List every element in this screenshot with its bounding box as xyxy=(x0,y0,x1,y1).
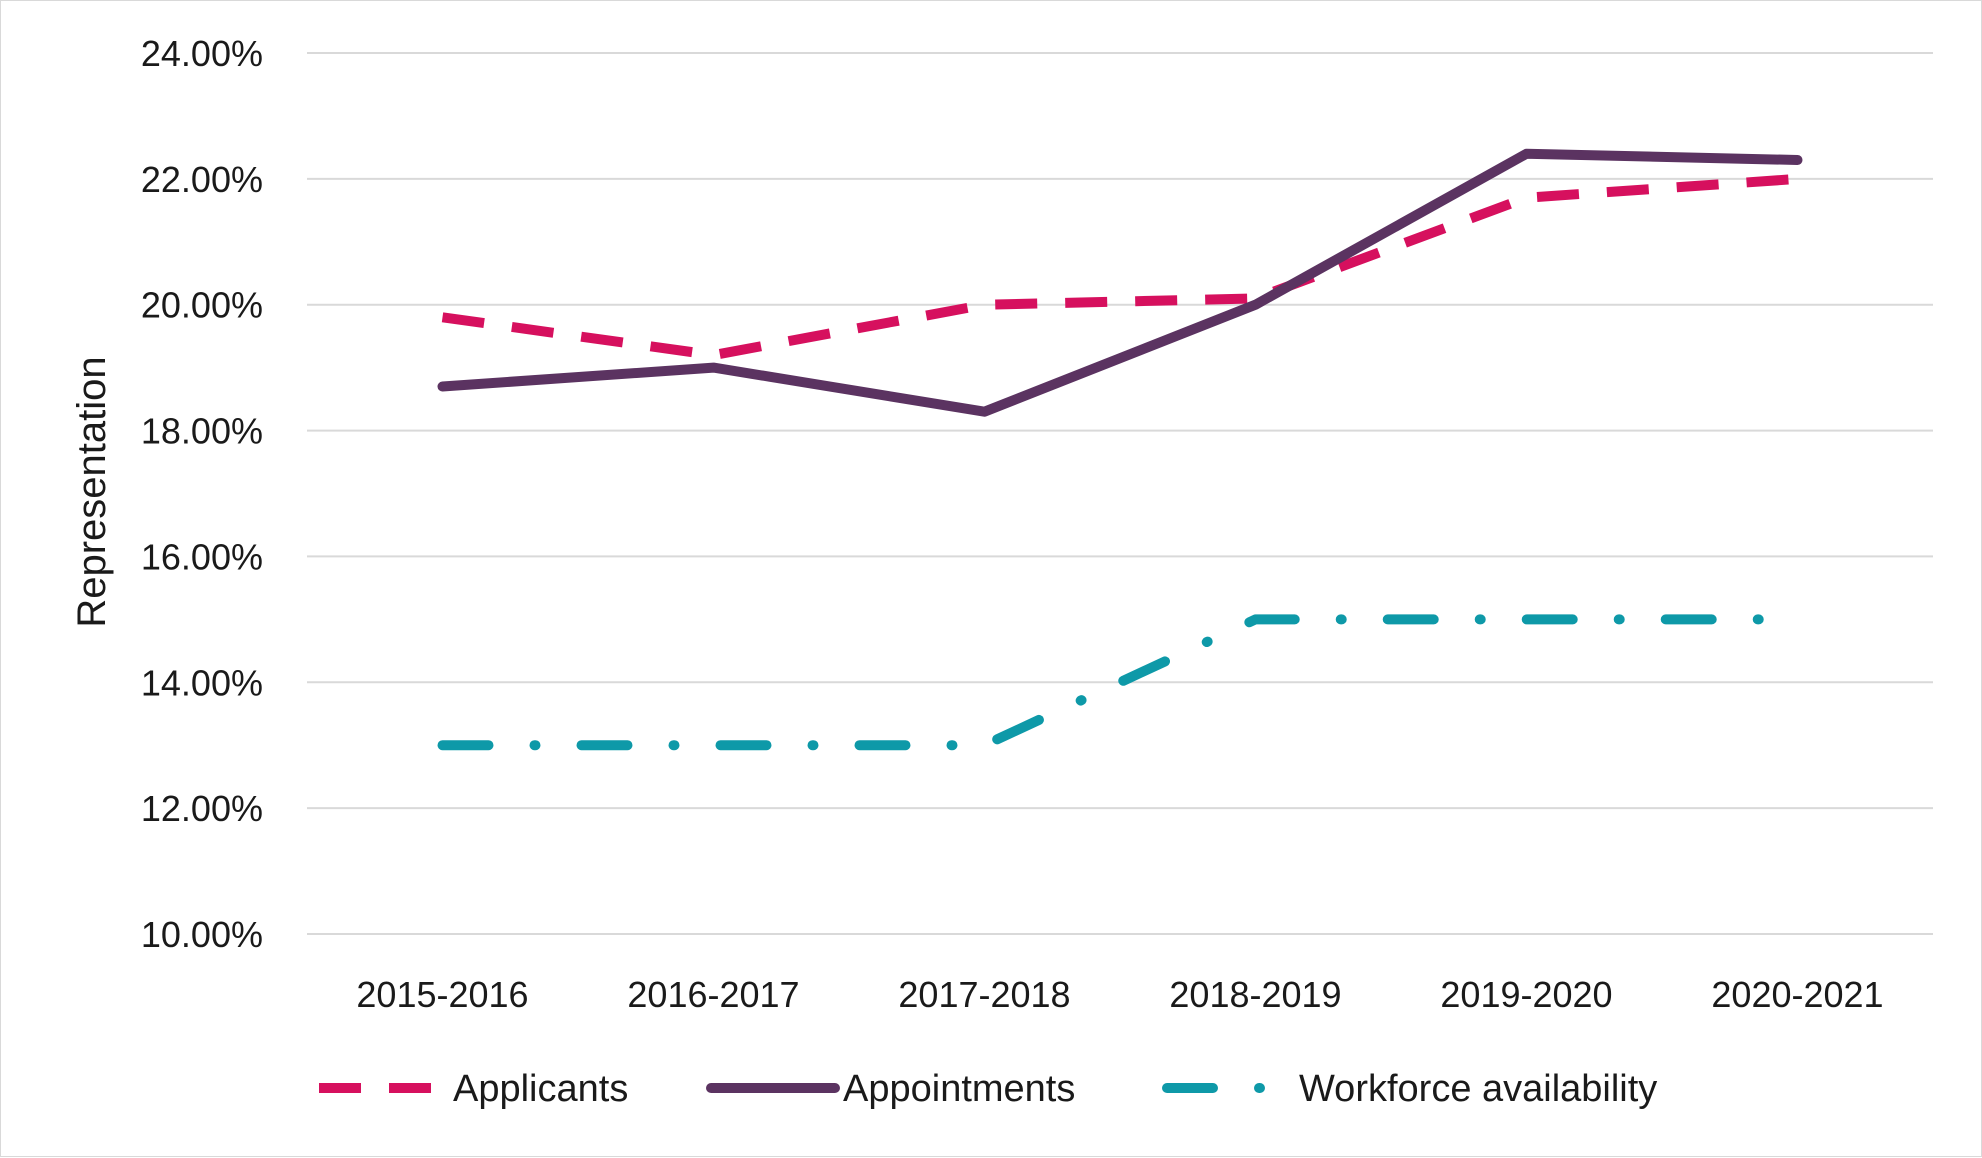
x-tick-label: 2019-2020 xyxy=(1440,974,1612,1015)
series-line-workforce-availability xyxy=(437,614,1803,751)
legend-label: Workforce availability xyxy=(1299,1068,1657,1110)
series-lines xyxy=(437,148,1803,751)
x-tick-label: 2017-2018 xyxy=(898,974,1070,1015)
legend: Applicants Appointments Workforce availabi… xyxy=(319,1068,1657,1110)
x-tick-label: 2015-2016 xyxy=(356,974,528,1015)
y-tick-labels: 10.00% 12.00% 14.00% 16.00% 18.00% 20.00% 22.0… xyxy=(141,33,263,955)
legend-label: Applicants xyxy=(453,1068,628,1110)
y-tick-label: 12.00% xyxy=(141,788,263,829)
y-tick-label: 10.00% xyxy=(141,914,263,955)
series-line-applicants xyxy=(441,173,1798,361)
y-tick-label: 22.00% xyxy=(141,159,263,200)
series-line-appointments xyxy=(437,148,1803,417)
y-tick-label: 14.00% xyxy=(141,662,263,703)
x-tick-labels: 2015-2016 2016-2017 2017-2018 2018-2019 2019… xyxy=(356,974,1883,1015)
y-tick-label: 20.00% xyxy=(141,285,263,326)
legend-label: Appointments xyxy=(843,1068,1075,1110)
x-tick-label: 2018-2019 xyxy=(1169,974,1341,1015)
y-axis-title: Representation xyxy=(70,356,114,627)
y-tick-label: 24.00% xyxy=(141,33,263,74)
x-tick-label: 2020-2021 xyxy=(1711,974,1883,1015)
y-tick-label: 16.00% xyxy=(141,536,263,577)
y-tick-label: 18.00% xyxy=(141,411,263,452)
x-tick-label: 2016-2017 xyxy=(627,974,799,1015)
